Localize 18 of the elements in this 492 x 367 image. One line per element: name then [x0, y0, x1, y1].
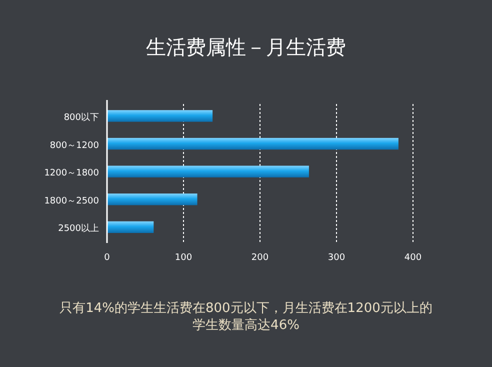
y-tick-label: 1800～2500	[44, 196, 100, 206]
x-tick-label: 200	[251, 253, 269, 263]
bar	[107, 221, 154, 233]
x-tick-label: 300	[328, 253, 346, 263]
x-tick-label: 100	[174, 253, 192, 263]
x-tick-label: 0	[104, 253, 110, 263]
bar	[107, 138, 398, 150]
y-tick-label: 800～1200	[50, 140, 100, 151]
x-tick-label: 400	[404, 253, 422, 263]
text: 学生数量高达46%	[192, 317, 300, 333]
bar	[107, 110, 213, 122]
chart-title: 生活费属性－月生活费	[146, 35, 346, 59]
y-tick-label: 1200～1800	[44, 168, 100, 179]
bar	[107, 194, 198, 206]
text: 只有14%的学生生活费在800元以下，月生活费在1200元以上的	[60, 301, 432, 316]
y-tick-label: 2500以上	[58, 223, 99, 234]
y-tick-label: 800以下	[64, 112, 99, 123]
bar	[107, 166, 309, 178]
